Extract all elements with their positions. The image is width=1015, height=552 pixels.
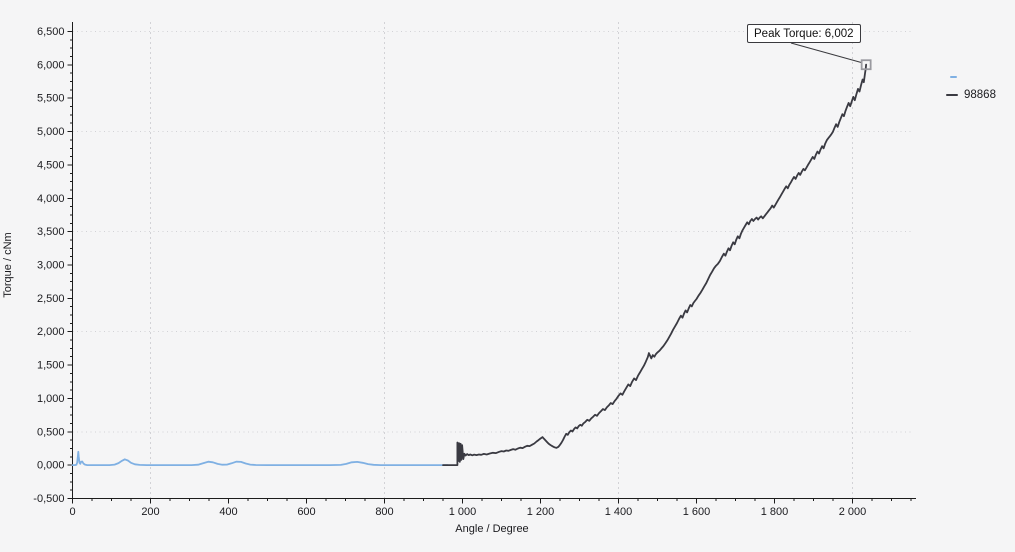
svg-text:0,500: 0,500 bbox=[37, 426, 65, 438]
data-series bbox=[71, 63, 867, 467]
svg-text:5,000: 5,000 bbox=[37, 126, 65, 138]
annotation-leader-line bbox=[790, 42, 863, 64]
svg-text:0,000: 0,000 bbox=[37, 460, 65, 472]
svg-text:4,500: 4,500 bbox=[37, 159, 65, 171]
legend-swatch-icon bbox=[950, 75, 957, 78]
legend: 98868 bbox=[944, 70, 996, 101]
series-line-blue bbox=[71, 450, 449, 467]
legend-swatch-icon bbox=[946, 93, 958, 96]
svg-text:800: 800 bbox=[375, 506, 393, 518]
gridlines bbox=[72, 22, 914, 499]
svg-text:1,500: 1,500 bbox=[37, 360, 65, 372]
tick-labels: -0,500 0,000 0,500 1,000 1,500 2,000 2,500 3,00… bbox=[33, 26, 866, 518]
svg-text:2 000: 2 000 bbox=[839, 506, 867, 518]
svg-text:1 200: 1 200 bbox=[527, 506, 555, 518]
svg-text:3,500: 3,500 bbox=[37, 226, 65, 238]
svg-text:5,500: 5,500 bbox=[37, 93, 65, 105]
svg-text:1 000: 1 000 bbox=[449, 506, 477, 518]
peak-marker[interactable] bbox=[860, 59, 872, 71]
svg-text:4,000: 4,000 bbox=[37, 193, 65, 205]
svg-text:2,000: 2,000 bbox=[37, 326, 65, 338]
x-axis-title: Angle / Degree bbox=[455, 523, 529, 535]
svg-text:6,000: 6,000 bbox=[37, 59, 65, 71]
svg-text:2,500: 2,500 bbox=[37, 293, 65, 305]
svg-text:1,000: 1,000 bbox=[37, 393, 65, 405]
svg-text:200: 200 bbox=[141, 506, 159, 518]
svg-text:400: 400 bbox=[219, 506, 237, 518]
svg-text:0: 0 bbox=[69, 506, 75, 518]
peak-marker-group bbox=[790, 42, 872, 71]
axes bbox=[67, 22, 916, 504]
y-axis-title: Torque / cNm bbox=[2, 232, 14, 298]
svg-text:6,500: 6,500 bbox=[37, 26, 65, 38]
peak-annotation[interactable]: Peak Torque: 6,002 bbox=[747, 24, 861, 43]
svg-text:3,000: 3,000 bbox=[37, 260, 65, 272]
svg-text:1 800: 1 800 bbox=[761, 506, 789, 518]
svg-text:-0,500: -0,500 bbox=[33, 493, 64, 505]
svg-text:1 600: 1 600 bbox=[683, 506, 711, 518]
svg-text:1 400: 1 400 bbox=[605, 506, 633, 518]
legend-entry[interactable] bbox=[944, 70, 996, 83]
series-line-98868 bbox=[442, 63, 867, 467]
legend-label: 98868 bbox=[964, 88, 996, 101]
legend-entry[interactable]: 98868 bbox=[944, 88, 996, 101]
svg-text:600: 600 bbox=[297, 506, 315, 518]
